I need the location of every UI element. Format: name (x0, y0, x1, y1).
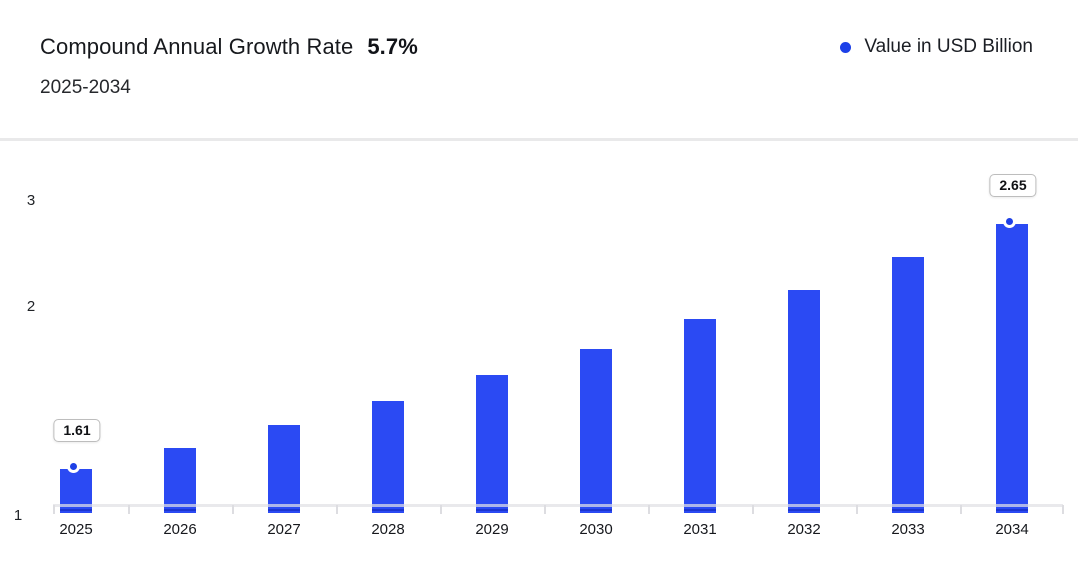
x-axis-tick-mark (856, 505, 858, 514)
bar-2034[interactable] (996, 224, 1028, 513)
value-label-2025: 1.61 (53, 419, 101, 442)
bar-bottom-accent (580, 509, 612, 511)
x-axis-label-2026: 2026 (163, 521, 197, 538)
x-axis-label-2032: 2032 (787, 521, 821, 538)
y-axis-tick-2: 2 (26, 298, 36, 315)
chart-title-text: Compound Annual Growth Rate (40, 34, 354, 59)
x-axis-tick-mark (53, 505, 55, 514)
data-point-dot-2034 (1002, 214, 1016, 228)
bar-2027[interactable] (268, 425, 300, 513)
bar-bottom-accent (476, 509, 508, 511)
bar-2026[interactable] (164, 448, 196, 513)
chart-subtitle: 2025-2034 (40, 77, 131, 98)
x-axis-line (53, 504, 1063, 507)
value-label-2034: 2.65 (989, 174, 1037, 197)
y-axis-tick-1: 1 (13, 507, 23, 524)
bar-bottom-accent (60, 509, 92, 511)
bar-bottom-accent (996, 509, 1028, 511)
bar-2029[interactable] (476, 375, 508, 513)
x-axis-tick-mark (128, 505, 130, 514)
bar-2030[interactable] (580, 349, 612, 513)
bar-bottom-accent (788, 509, 820, 511)
y-axis-tick-3: 3 (26, 192, 36, 209)
x-axis-tick-mark (1062, 505, 1064, 514)
x-axis-tick-mark (544, 505, 546, 514)
cagr-value: 5.7% (367, 34, 418, 59)
legend-item-value-usd-billion[interactable]: Value in USD Billion (840, 35, 1033, 59)
bar-2033[interactable] (892, 257, 924, 513)
x-axis-tick-mark (752, 505, 754, 514)
x-axis-label-2033: 2033 (891, 521, 925, 538)
bar-bottom-accent (164, 509, 196, 511)
x-axis-tick-mark (336, 505, 338, 514)
x-axis-label-2029: 2029 (475, 521, 509, 538)
x-axis-label-2025: 2025 (59, 521, 93, 538)
bar-2028[interactable] (372, 401, 404, 513)
x-axis-tick-mark (232, 505, 234, 514)
x-axis-label-2034: 2034 (995, 521, 1029, 538)
legend-dot-icon (840, 41, 852, 53)
bar-bottom-accent (268, 509, 300, 511)
bar-2031[interactable] (684, 319, 716, 513)
data-point-dot-2025 (66, 459, 80, 473)
x-axis-tick-mark (440, 505, 442, 514)
header-divider (0, 138, 1078, 141)
legend-label: Value in USD Billion (864, 36, 1033, 57)
bar-bottom-accent (372, 509, 404, 511)
x-axis-label-2030: 2030 (579, 521, 613, 538)
bar-bottom-accent (892, 509, 924, 511)
x-axis-label-2031: 2031 (683, 521, 717, 538)
x-axis-label-2028: 2028 (371, 521, 405, 538)
x-axis-label-2027: 2027 (267, 521, 301, 538)
bar-2032[interactable] (788, 290, 820, 513)
x-axis-tick-mark (960, 505, 962, 514)
x-axis-tick-mark (648, 505, 650, 514)
page-title: Compound Annual Growth Rate 5.7% (40, 33, 418, 61)
bar-bottom-accent (684, 509, 716, 511)
